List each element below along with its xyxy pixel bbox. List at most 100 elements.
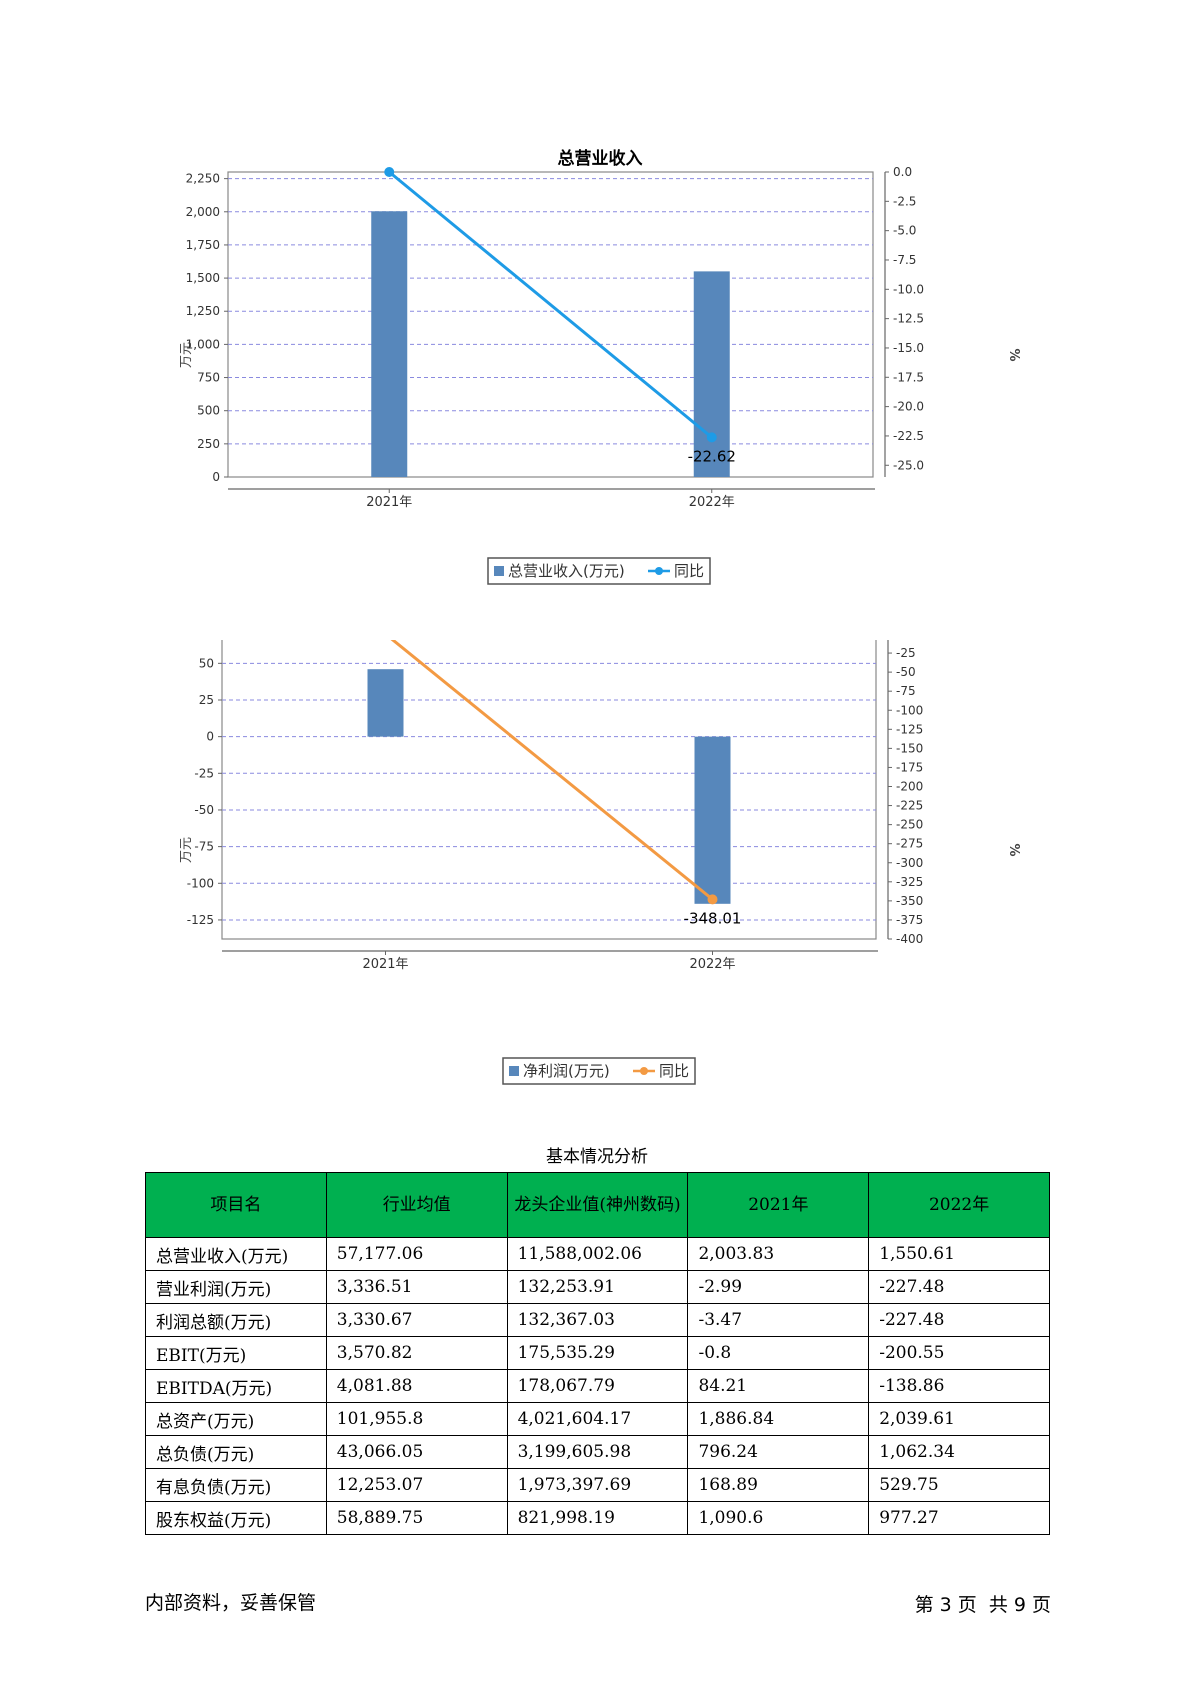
revenue-x-tick-label: 2021年: [366, 495, 412, 510]
table-cell: EBIT(万元): [145, 1336, 327, 1370]
table-cell: 57,177.06: [325, 1237, 508, 1271]
profit-right-axis-label: %: [1006, 843, 1021, 856]
profit-right-tick-label: -25: [896, 646, 916, 660]
revenue-right-tick-label: -10.0: [893, 282, 924, 296]
table-row: 营业利润(万元) 3,336.51 132,253.91 -2.99 -227.48: [145, 1270, 1050, 1304]
revenue-right-tick-label: -20.0: [893, 400, 924, 414]
table-caption: 基本情况分析: [546, 1147, 648, 1167]
revenue-right-tick-label: -17.5: [893, 370, 924, 384]
table-cell: 977.27: [868, 1501, 1050, 1535]
profit-right-tick-label: -325: [896, 875, 923, 889]
revenue-yoy-point: [384, 167, 395, 177]
revenue-right-tick-label: -12.5: [893, 312, 924, 326]
table-cell: 总负债(万元): [145, 1435, 327, 1469]
profit-right-tick-label: -350: [896, 894, 923, 908]
table-cell: 43,066.05: [325, 1435, 508, 1469]
table-cell: 178,067.79: [506, 1369, 689, 1403]
table-cell: 2,003.83: [687, 1237, 870, 1271]
revenue-left-tick-label: 2,000: [186, 205, 220, 219]
profit-right-tick-label: -75: [896, 684, 916, 698]
revenue-right-tick-label: 0.0: [893, 165, 912, 179]
table-cell: 132,367.03: [506, 1303, 689, 1337]
table-cell: 利润总额(万元): [145, 1303, 327, 1337]
revenue-x-tick-label: 2022年: [689, 495, 735, 510]
table-cell: 11,588,002.06: [506, 1237, 689, 1271]
revenue-left-tick-label: 750: [197, 371, 220, 385]
profit-legend-line-swatch: [640, 1067, 648, 1075]
table-cell: -200.55: [868, 1336, 1050, 1370]
revenue-bar: [371, 211, 408, 477]
table-row: 总资产(万元) 101,955.8 4,021,604.17 1,886.84 2,03…: [145, 1402, 1050, 1436]
profit-legend-bar-label: 净利润(万元): [523, 1062, 610, 1080]
table-cell: 1,090.6: [687, 1501, 870, 1535]
revenue-legend-bar-swatch: [494, 566, 504, 576]
table-cell: -138.86: [868, 1369, 1050, 1403]
profit-legend: 净利润(万元) 同比: [502, 1057, 696, 1085]
profit-right-tick-label: -150: [896, 741, 923, 755]
profit-bar: [367, 669, 404, 737]
revenue-left-tick-label: 2,250: [186, 172, 220, 186]
revenue-legend-line-label: 同比: [674, 562, 704, 580]
table-body: 总营业收入(万元) 57,177.06 11,588,002.06 2,003.83 1…: [145, 1237, 1050, 1535]
revenue-chart-title: 总营业收入: [557, 149, 643, 169]
profit-right-tick-label: -175: [896, 760, 923, 774]
revenue-yoy-point-label: -22.62: [688, 447, 736, 465]
header-leader-value: 龙头企业值(神州数码): [506, 1172, 689, 1238]
table-cell: 1,886.84: [687, 1402, 870, 1436]
profit-right-tick-label: -375: [896, 913, 923, 927]
header-year-2022: 2022年: [868, 1172, 1050, 1238]
table-cell: 101,955.8: [325, 1402, 508, 1436]
profit-legend-line-label: 同比: [659, 1062, 689, 1080]
profit-legend-bar-swatch: [509, 1066, 519, 1076]
table-cell: 796.24: [687, 1435, 870, 1469]
revenue-left-tick-label: 1,250: [186, 304, 220, 318]
revenue-right-tick-label: -25.0: [893, 458, 924, 472]
profit-left-axis-label: 万元: [179, 837, 194, 863]
table-cell: 总营业收入(万元): [145, 1237, 327, 1271]
revenue-plot: 0 250 500 750 1,000 1,250 1,500 1,750 2,000 2,250…: [186, 165, 924, 510]
revenue-left-tick-label: 250: [197, 437, 220, 451]
profit-left-tick-label: 25: [199, 693, 214, 707]
revenue-left-tick-label: 1,000: [186, 337, 220, 351]
profit-plot: 50 25 0 -25 -50 -75 -100 -125 0 -25 -50 -75 -100 -125…: [187, 640, 923, 972]
table-cell: EBITDA(万元): [145, 1369, 327, 1403]
table-cell: 3,330.67: [325, 1303, 508, 1337]
revenue-chart-svg: 万元 % 总营业收入(万元) 同比 0 250 500 750 1,000 1,250 1,…: [179, 165, 1021, 585]
table-cell: 4,021,604.17: [506, 1402, 689, 1436]
revenue-left-axis-label: 万元: [179, 342, 194, 368]
profit-left-tick-label: -100: [187, 876, 214, 890]
footer-confidential-note: 内部资料，妥善保管: [145, 1592, 317, 1614]
profit-left-tick-label: -50: [194, 803, 214, 817]
table-cell: 1,550.61: [868, 1237, 1050, 1271]
revenue-left-tick-label: 0: [212, 470, 220, 484]
revenue-right-tick-label: -22.5: [893, 429, 924, 443]
revenue-legend-line-swatch: [655, 567, 663, 575]
profit-yoy-point-label: -348.01: [684, 909, 742, 927]
footer-page-number: 第 3 页 共 9 页: [914, 1594, 1051, 1616]
table-row: EBIT(万元) 3,570.82 175,535.29 -0.8 -200.55: [145, 1336, 1050, 1370]
header-industry-average: 行业均值: [325, 1172, 508, 1238]
revenue-left-tick-label: 1,750: [186, 238, 220, 252]
table-cell: 84.21: [687, 1369, 870, 1403]
header-year-2021: 2021年: [687, 1172, 870, 1238]
revenue-right-tick-label: -2.5: [893, 194, 916, 208]
revenue-right-tick-label: -5.0: [893, 224, 916, 238]
table-cell: 3,336.51: [325, 1270, 508, 1304]
revenue-left-tick-label: 1,500: [186, 271, 220, 285]
table-row: 总负债(万元) 43,066.05 3,199,605.98 796.24 1,062.…: [145, 1435, 1050, 1469]
table-header-row: 项目名 行业均值 龙头企业值(神州数码) 2021年 2022年: [145, 1172, 1050, 1238]
profit-x-tick-label: 2022年: [689, 957, 735, 972]
profit-left-tick-label: 50: [199, 656, 214, 670]
table-cell: 1,973,397.69: [506, 1468, 689, 1502]
profit-right-tick-label: -100: [896, 703, 923, 717]
profit-bar: [694, 736, 731, 904]
profit-plot-frame: [221, 640, 877, 940]
table-cell: 4,081.88: [325, 1369, 508, 1403]
profit-right-tick-label: -250: [896, 818, 923, 832]
table-cell: 175,535.29: [506, 1336, 689, 1370]
table-row: 有息负债(万元) 12,253.07 1,973,397.69 168.89 529.7…: [145, 1468, 1050, 1502]
profit-right-tick-label: -225: [896, 799, 923, 813]
table-cell: -227.48: [868, 1303, 1050, 1337]
table-row: EBITDA(万元) 4,081.88 178,067.79 84.21 -138.86: [145, 1369, 1050, 1403]
table-cell: 132,253.91: [506, 1270, 689, 1304]
